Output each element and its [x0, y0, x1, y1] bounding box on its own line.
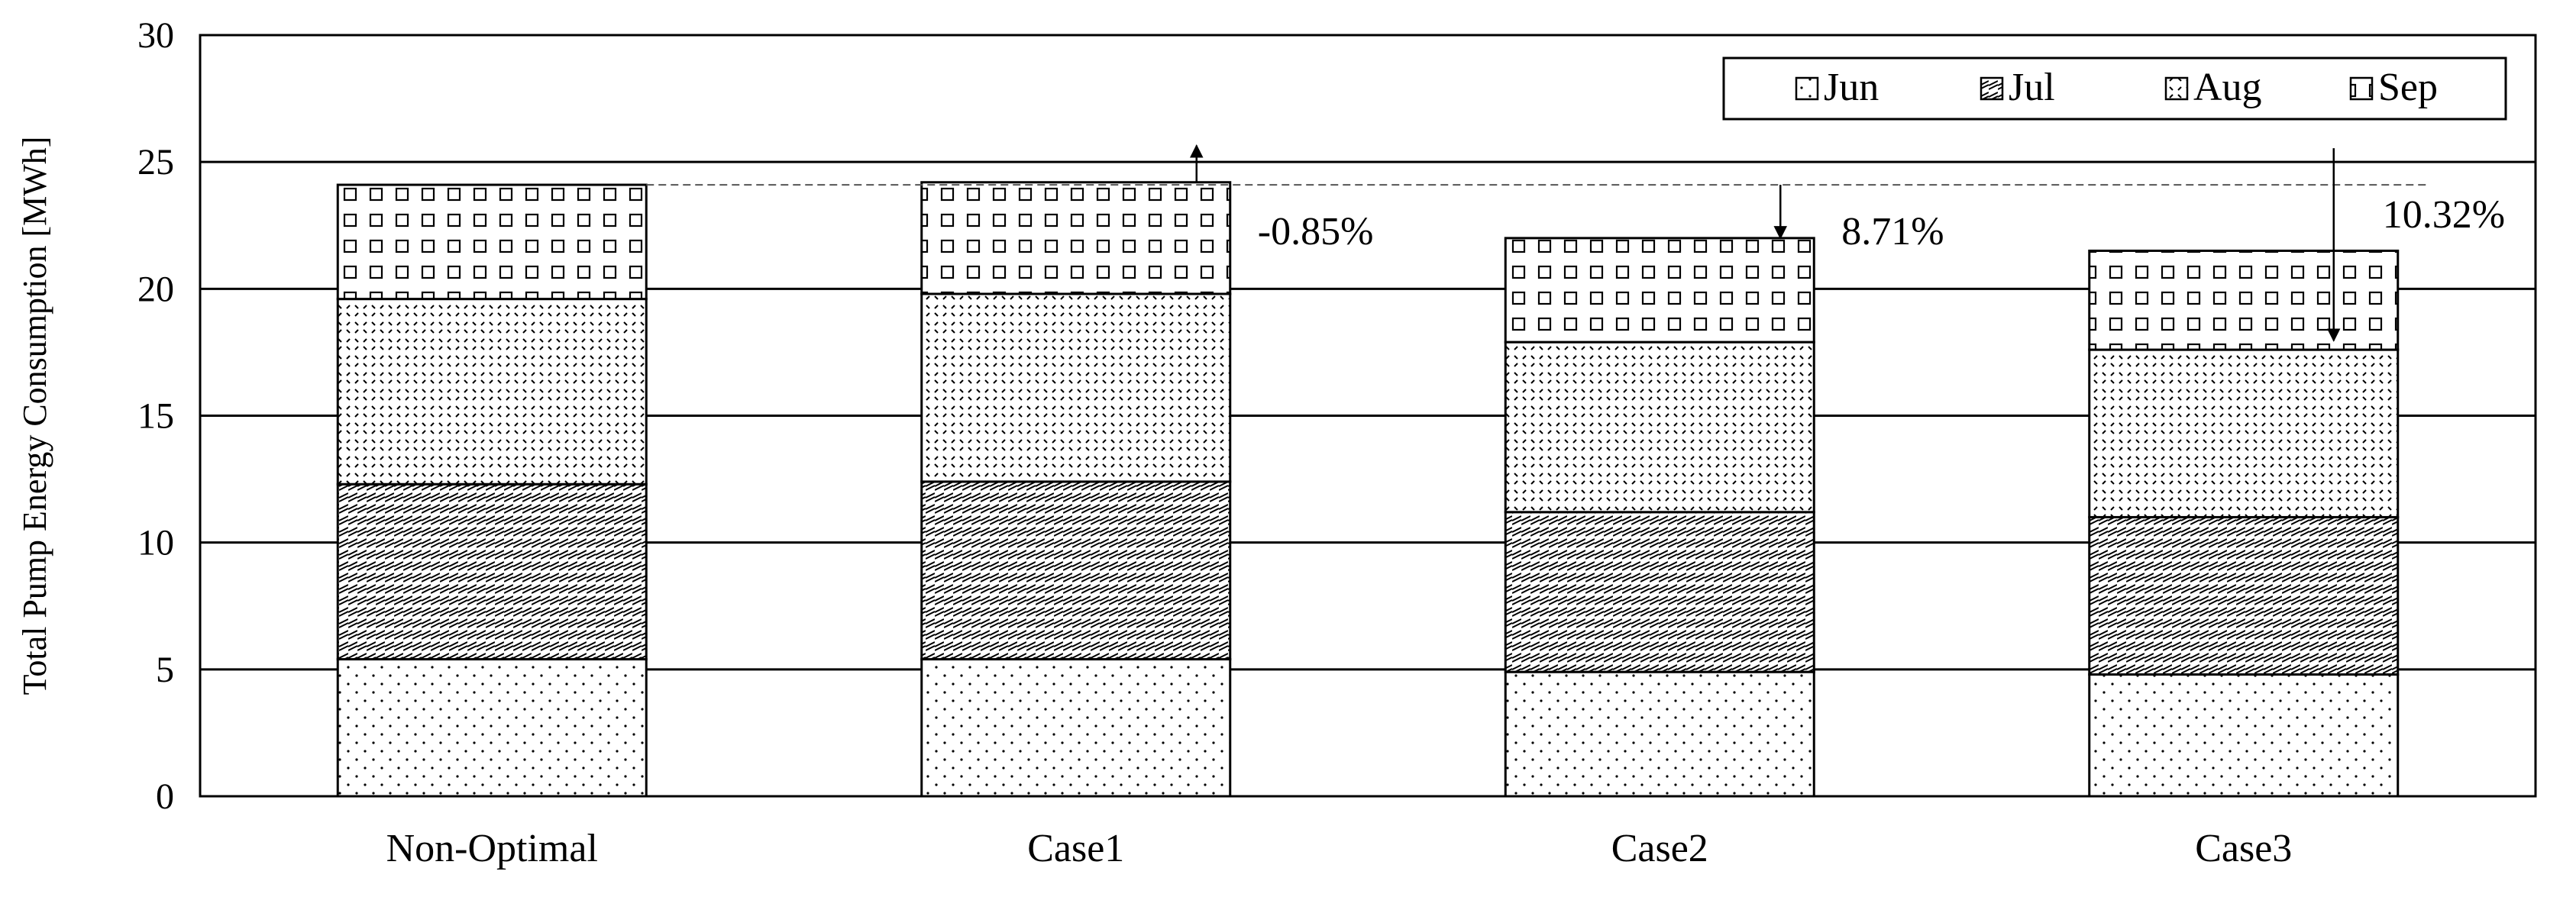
- bar-segment-jun: [920, 658, 1232, 798]
- bar-segment-jun: [336, 658, 648, 798]
- y-tick-label: 10: [137, 523, 174, 563]
- bar-segment-sep: [2088, 249, 2400, 351]
- y-axis-label: Total Pump Energy Consumption [MWh]: [16, 137, 53, 695]
- bar-stack-case1: [920, 181, 1232, 798]
- x-axis-labels: Non-Optimal Case1 Case2 Case3: [386, 827, 2293, 870]
- bar-segment-jul: [336, 482, 648, 661]
- legend-swatch-jun: [1795, 76, 1819, 101]
- legend-label-jul: Jul: [2009, 66, 2055, 109]
- legend-box: [1722, 56, 2507, 121]
- bar-segment-aug: [920, 292, 1232, 483]
- legend: Jun Jul Aug Sep: [1722, 56, 2507, 121]
- bar-segment-jun: [1504, 670, 1815, 798]
- x-tick-label: Case3: [2195, 827, 2292, 870]
- y-tick-label: 20: [137, 269, 174, 309]
- bar-segment-aug: [1504, 340, 1815, 514]
- change-percent-label: 10.32%: [2383, 193, 2505, 237]
- x-tick-label: Non-Optimal: [386, 827, 598, 870]
- bars: [336, 181, 2400, 798]
- y-tick-label: 0: [156, 776, 174, 817]
- bar-stack-case3: [2088, 249, 2400, 798]
- x-tick-label: Case1: [1027, 827, 1124, 870]
- bar-segment-sep: [1504, 237, 1815, 344]
- legend-label-jun: Jun: [1824, 66, 1879, 109]
- bar-segment-jun: [2088, 673, 2400, 798]
- bar-segment-sep: [336, 183, 648, 301]
- change-percent-label: -0.85%: [1258, 210, 1374, 253]
- bar-segment-jul: [2088, 515, 2400, 676]
- legend-label-aug: Aug: [2193, 66, 2262, 109]
- bar-segment-jul: [920, 480, 1232, 661]
- bar-segment-jul: [1504, 511, 1815, 673]
- bar-stack-case2: [1504, 237, 1815, 798]
- legend-label-sep: Sep: [2378, 66, 2438, 109]
- annotations: -0.85% 8.71% 10.32%: [646, 144, 2505, 342]
- bar-segment-aug: [336, 298, 648, 486]
- bar-stack-non-optimal: [336, 183, 648, 798]
- legend-swatch-sep: [2349, 76, 2374, 101]
- y-tick-label: 30: [137, 15, 174, 56]
- legend-swatch-jul: [1980, 76, 2004, 101]
- change-percent-label: 8.71%: [1841, 210, 1944, 253]
- y-tick-label: 15: [137, 396, 174, 437]
- y-tick-label: 5: [156, 650, 174, 690]
- legend-swatch-aug: [2164, 76, 2189, 101]
- y-axis-ticks: 0 5 10 15 20 25 30: [137, 15, 174, 817]
- x-tick-label: Case2: [1611, 827, 1708, 870]
- y-tick-label: 25: [137, 142, 174, 182]
- bar-segment-aug: [2088, 348, 2400, 518]
- bar-segment-sep: [920, 181, 1232, 295]
